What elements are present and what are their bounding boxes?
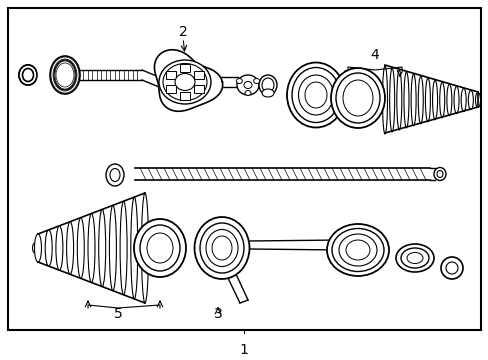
Text: 1: 1 — [239, 343, 248, 357]
Ellipse shape — [286, 63, 345, 127]
Ellipse shape — [32, 243, 38, 253]
Bar — [193, 85, 203, 93]
Ellipse shape — [253, 78, 259, 84]
Ellipse shape — [66, 222, 74, 274]
Ellipse shape — [45, 230, 52, 266]
Text: 3: 3 — [213, 307, 222, 321]
Ellipse shape — [120, 201, 127, 295]
Text: 2: 2 — [178, 25, 187, 39]
Ellipse shape — [130, 197, 138, 299]
Bar — [180, 92, 190, 100]
Ellipse shape — [54, 60, 76, 90]
Ellipse shape — [433, 167, 445, 180]
Ellipse shape — [56, 226, 63, 270]
Ellipse shape — [77, 217, 84, 278]
Bar — [8, 8, 480, 330]
Ellipse shape — [326, 224, 388, 276]
Ellipse shape — [330, 68, 384, 128]
Ellipse shape — [141, 193, 148, 303]
Ellipse shape — [19, 65, 37, 85]
Ellipse shape — [237, 75, 259, 95]
Polygon shape — [154, 50, 222, 111]
Bar — [193, 71, 203, 79]
Bar — [180, 64, 190, 72]
Ellipse shape — [50, 56, 80, 94]
Ellipse shape — [244, 90, 250, 95]
Ellipse shape — [134, 219, 185, 277]
Ellipse shape — [236, 78, 242, 84]
Ellipse shape — [194, 217, 249, 279]
Ellipse shape — [35, 234, 41, 262]
Ellipse shape — [159, 60, 210, 104]
Bar — [166, 71, 176, 79]
Ellipse shape — [262, 89, 273, 97]
Ellipse shape — [175, 73, 195, 90]
Ellipse shape — [395, 244, 433, 272]
Ellipse shape — [440, 257, 462, 279]
Bar — [166, 85, 176, 93]
Ellipse shape — [99, 210, 105, 287]
Text: 4: 4 — [370, 48, 379, 62]
Text: 5: 5 — [113, 307, 122, 321]
Ellipse shape — [88, 213, 95, 283]
Ellipse shape — [22, 68, 34, 81]
Ellipse shape — [259, 75, 276, 95]
Ellipse shape — [109, 205, 116, 291]
